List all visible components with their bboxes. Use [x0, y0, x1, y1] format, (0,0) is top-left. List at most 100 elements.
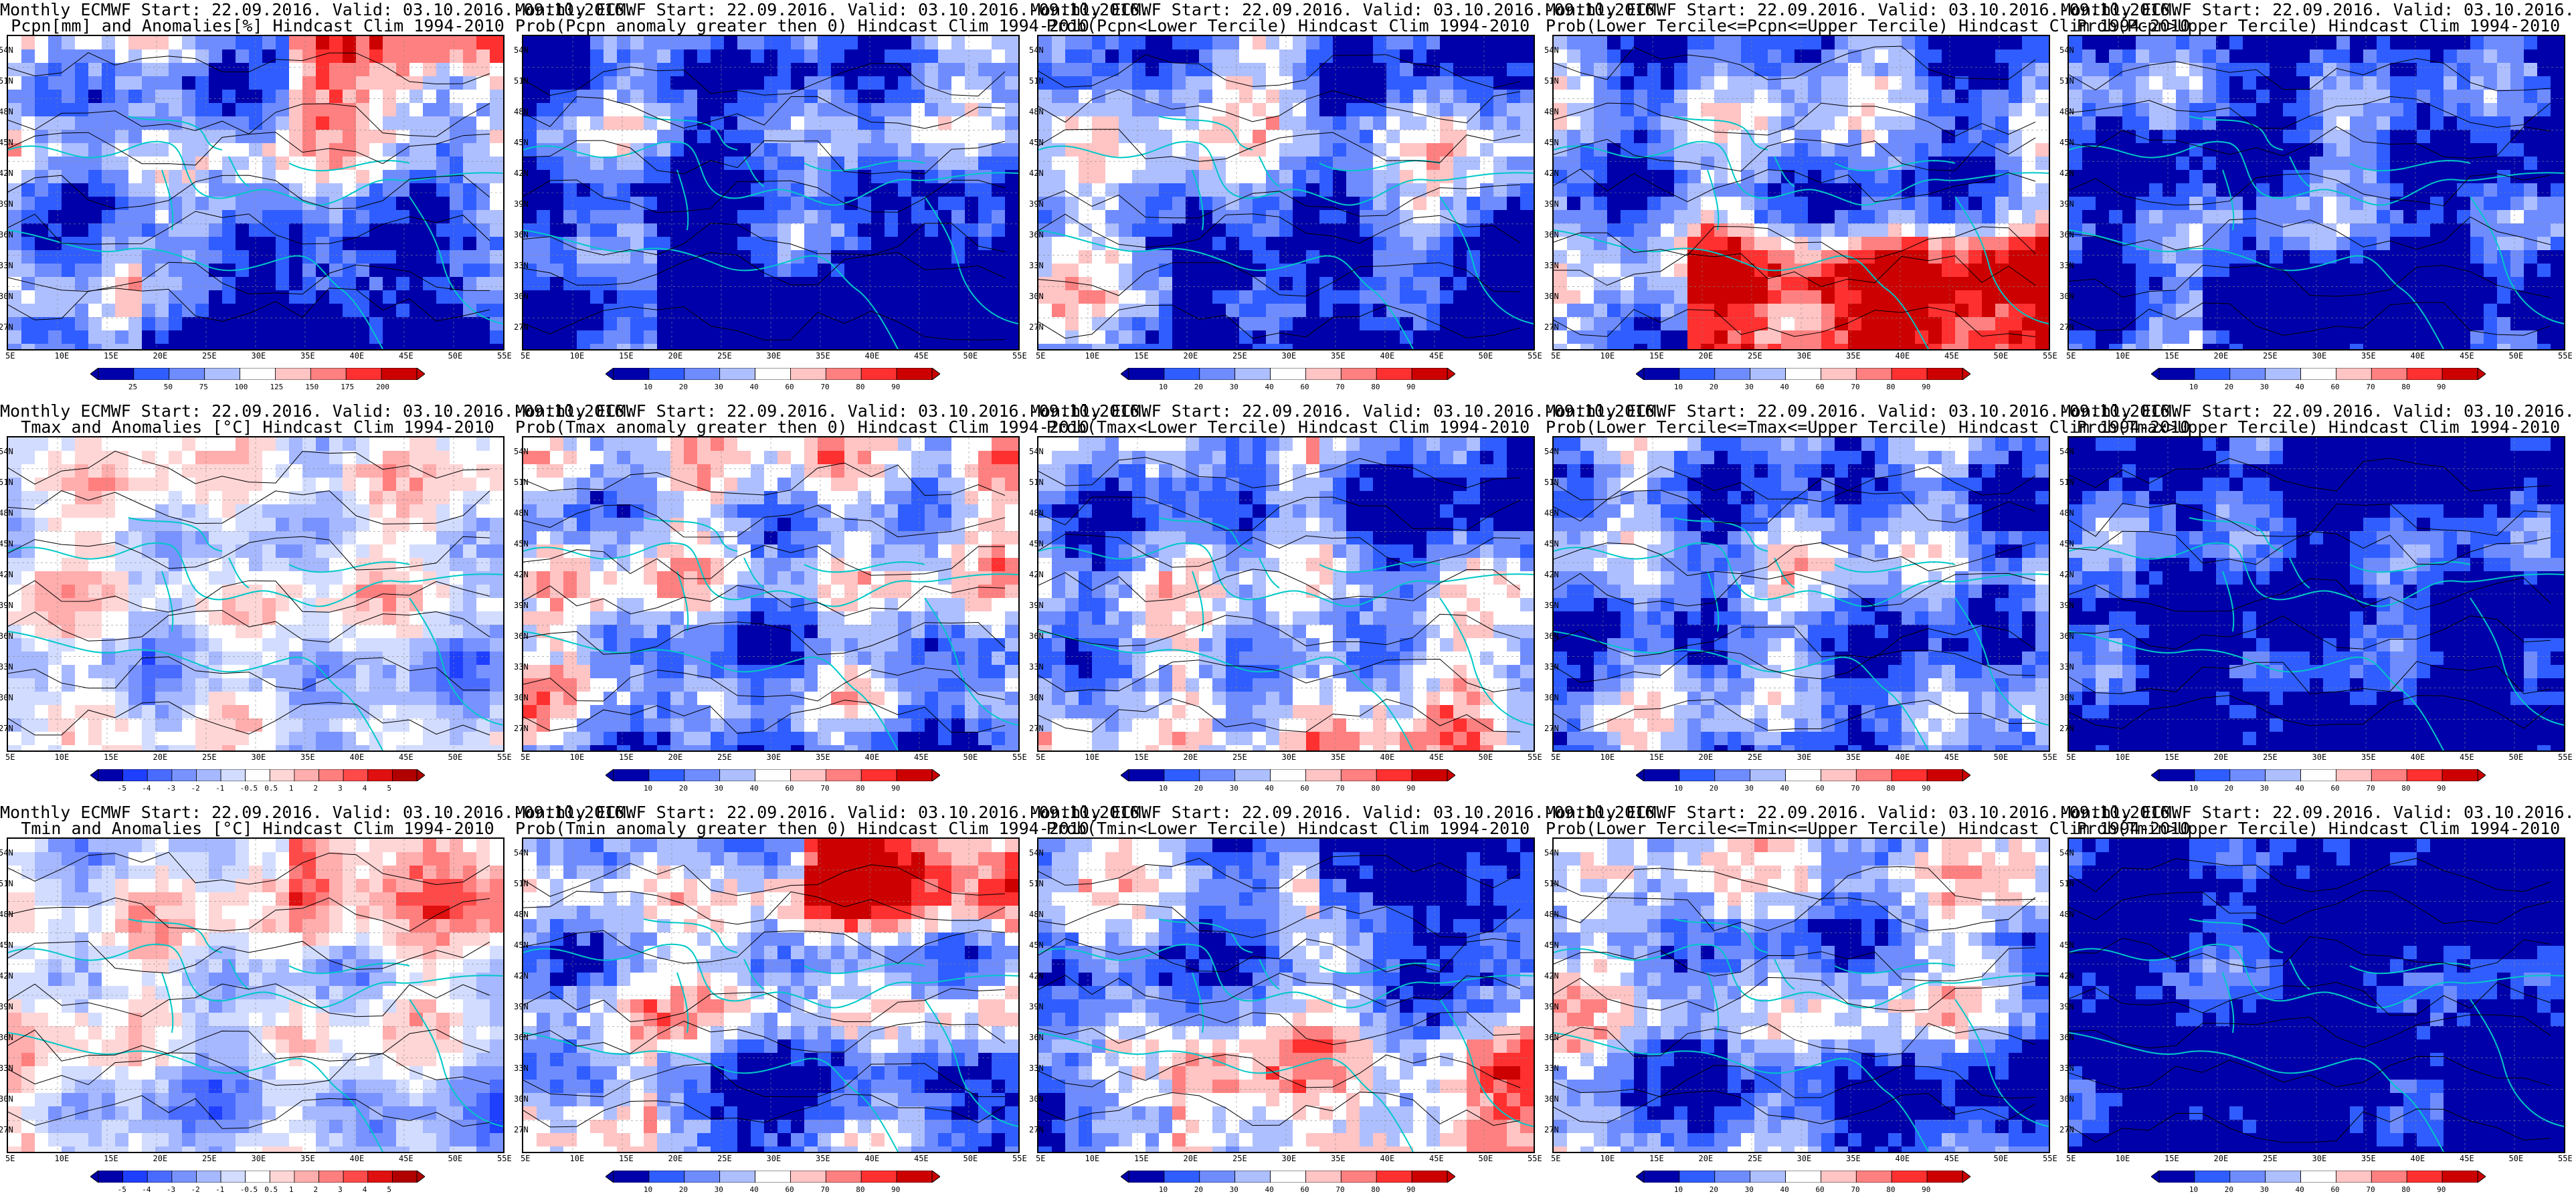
colorbar-tick-label: -5: [117, 1185, 126, 1194]
lat-tick-label: 39N: [1544, 601, 1559, 610]
lon-tick-label: 30E: [251, 1154, 266, 1163]
lon-tick-label: 30E: [2312, 752, 2327, 762]
colorbar-tick-label: 150: [305, 383, 319, 391]
map-canvas: [1554, 36, 2049, 349]
map-canvas: [523, 437, 1018, 750]
lat-tick-label: 27N: [1029, 724, 1044, 733]
lon-tick-label: 45E: [1429, 1154, 1444, 1163]
lon-tick-label: 40E: [1380, 1154, 1395, 1163]
colorbar-tick-label: 30: [1744, 383, 1754, 391]
lon-tick-label: 45E: [2460, 752, 2474, 762]
colorbar-tick-label: 70: [1336, 1185, 1345, 1194]
lon-tick-label: 15E: [619, 752, 634, 762]
lat-tick-label: 48N: [0, 508, 13, 518]
forecast-panel: Monthly ECMWF Start: 22.09.2016. Valid: …: [1544, 0, 2190, 401]
colorbar-tick-label: 70: [1851, 1185, 1860, 1194]
lat-tick-label: 39N: [514, 1002, 529, 1011]
colorbar-tick-label: 200: [376, 383, 389, 391]
lat-tick-label: 33N: [514, 1064, 529, 1073]
colorbar-tick-label: 50: [163, 383, 173, 391]
lon-tick-label: 40E: [2410, 752, 2425, 762]
lon-tick-label: 15E: [619, 1154, 634, 1163]
lat-tick-label: 39N: [1544, 1002, 1559, 1011]
lat-tick-label: 39N: [2059, 199, 2074, 209]
lat-tick-label: 45N: [1544, 940, 1559, 950]
lon-tick-label: 10E: [2115, 351, 2130, 361]
lon-tick-label: 45E: [399, 1154, 413, 1163]
lon-tick-label: 25E: [717, 1154, 732, 1163]
lon-tick-label: 5E: [521, 1154, 531, 1163]
colorbar-tick-label: -3: [166, 1185, 176, 1194]
colorbar-tick-label: 40: [2295, 784, 2304, 793]
colorbar-tick-label: 90: [1922, 784, 1931, 793]
panel-title-line2: Prob(Lower Tercile<=Tmax<=Upper Tercile)…: [1546, 417, 2191, 437]
lon-tick-label: 45E: [914, 752, 929, 762]
lat-tick-label: 36N: [1029, 631, 1044, 641]
lat-tick-label: 27N: [1029, 322, 1044, 332]
lon-tick-label: 5E: [521, 752, 531, 762]
forecast-panel: Monthly ECMWF Start: 22.09.2016. Valid: …: [2059, 0, 2576, 401]
colorbar-tick-label: 20: [678, 383, 688, 391]
lat-tick-label: 48N: [1029, 508, 1044, 518]
lat-tick-label: 39N: [1544, 199, 1559, 209]
lat-tick-label: 45N: [1029, 539, 1044, 548]
colorbar: [1635, 1170, 1971, 1183]
map-canvas: [523, 36, 1018, 349]
forecast-map: [2067, 837, 2565, 1153]
lat-tick-label: 33N: [1544, 662, 1559, 672]
panel-title-line2: Prob(Tmax anomaly greater then 0) Hindca…: [515, 417, 1089, 437]
lat-tick-label: 51N: [514, 76, 529, 86]
panel-title-line2: Prob(Tmax>Upper Tercile) Hindcast Clim 1…: [2076, 417, 2561, 437]
lat-tick-label: 54N: [1029, 848, 1044, 858]
colorbar-tick-label: -0.5: [240, 1185, 258, 1194]
lat-tick-label: 42N: [1544, 570, 1559, 579]
lat-tick-label: 39N: [514, 199, 529, 209]
lat-tick-label: 39N: [0, 601, 13, 610]
colorbar-tick-label: 80: [1371, 383, 1380, 391]
colorbar-tick-label: 70: [2366, 784, 2375, 793]
colorbar: [1120, 1170, 1456, 1183]
colorbar-tick-label: 30: [2260, 1185, 2269, 1194]
lat-tick-label: 54N: [1544, 447, 1559, 456]
lon-tick-label: 5E: [5, 1154, 15, 1163]
lat-tick-label: 30N: [1544, 693, 1559, 702]
lon-tick-label: 50E: [1993, 752, 2009, 762]
colorbar-tick-label: 30: [1744, 784, 1754, 793]
lat-tick-label: 27N: [0, 724, 13, 733]
colorbar-tick-label: 0.5: [264, 1185, 278, 1194]
lon-tick-label: 25E: [202, 351, 217, 361]
lon-tick-label: 5E: [1036, 752, 1046, 762]
lon-tick-label: 55E: [497, 1154, 512, 1163]
lon-tick-label: 15E: [2165, 1154, 2179, 1163]
lat-tick-label: 36N: [514, 230, 529, 239]
lon-tick-label: 25E: [1748, 351, 1762, 361]
lat-tick-label: 51N: [0, 478, 13, 487]
colorbar-tick-label: 70: [820, 383, 830, 391]
lon-tick-label: 15E: [104, 1154, 118, 1163]
lat-tick-label: 33N: [514, 261, 529, 270]
lon-tick-label: 55E: [2043, 1154, 2057, 1163]
lon-tick-label: 40E: [864, 1154, 880, 1163]
lon-tick-label: 30E: [2312, 351, 2327, 361]
colorbar-tick-label: 60: [1815, 784, 1825, 793]
colorbar-tick-label: 25: [128, 383, 138, 391]
forecast-map: [1037, 35, 1535, 350]
lat-tick-label: 27N: [1544, 724, 1559, 733]
lon-tick-label: 50E: [2508, 752, 2524, 762]
lat-tick-label: 54N: [1544, 45, 1559, 55]
lat-tick-label: 36N: [0, 230, 13, 239]
lon-tick-label: 55E: [1528, 351, 1542, 361]
lon-tick-label: 35E: [816, 1154, 830, 1163]
map-canvas: [8, 36, 503, 349]
lon-tick-label: 15E: [619, 351, 634, 361]
map-canvas: [2069, 437, 2564, 750]
colorbar-tick-label: 20: [1194, 383, 1204, 391]
colorbar-tick-label: 0.5: [264, 784, 278, 793]
map-canvas: [8, 839, 503, 1152]
forecast-panel: Monthly ECMWF Start: 22.09.2016. Valid: …: [1544, 803, 2190, 1204]
colorbar-tick-label: 5: [387, 1185, 391, 1194]
colorbar-tick-label: 20: [678, 1185, 688, 1194]
colorbar-tick-label: 80: [2401, 1185, 2411, 1194]
lat-tick-label: 42N: [514, 971, 529, 981]
lon-tick-label: 5E: [1036, 1154, 1046, 1163]
